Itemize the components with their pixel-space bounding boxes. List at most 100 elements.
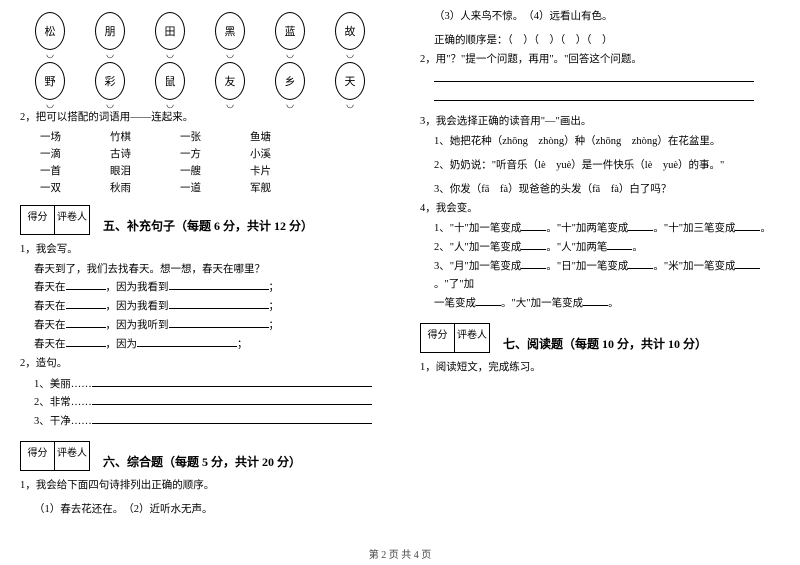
balloon-char: 朋 [95, 12, 125, 50]
q4-text: 。"大"加一笔变成 [501, 298, 583, 309]
fill-blank[interactable] [66, 297, 106, 309]
fill-blank[interactable] [66, 278, 106, 290]
balloon: 蓝◡ [275, 12, 305, 58]
page-footer: 第 2 页 共 4 页 [0, 546, 800, 561]
fill-blank[interactable] [169, 316, 269, 328]
fill-blank[interactable] [434, 70, 754, 82]
balloon-char: 野 [35, 62, 65, 100]
fill-blank[interactable] [169, 297, 269, 309]
match-cell: 眼泪 [110, 163, 180, 178]
balloon-string: ◡ [335, 100, 365, 108]
fill-blank[interactable] [92, 375, 372, 387]
match-cell: 一艘 [180, 163, 250, 178]
fill-blank[interactable] [735, 219, 760, 231]
match-cell: 秋雨 [110, 180, 180, 195]
balloon-string: ◡ [35, 50, 65, 58]
balloon: 鼠◡ [155, 62, 185, 108]
balloon: 故◡ [335, 12, 365, 58]
s5-q2-item: 2、非常…… [34, 393, 380, 412]
s5-line: 春天在，因为； [34, 335, 380, 354]
q4-text: 1、"十"加一笔变成 [434, 223, 521, 234]
balloon-char: 松 [35, 12, 65, 50]
fill-blank[interactable] [607, 238, 632, 250]
q4-period: 。 [632, 242, 643, 253]
fill-blank[interactable] [92, 393, 372, 405]
balloon-string: ◡ [215, 100, 245, 108]
balloon-char: 乡 [275, 62, 305, 100]
s5-q2-item: 1、美丽…… [34, 375, 380, 394]
table-row: 一首眼泪一艘卡片 [40, 163, 380, 178]
s6-q1: 1，我会给下面四句诗排列出正确的顺序。 [20, 478, 380, 495]
match-cell: 一道 [180, 180, 250, 195]
fill-blank[interactable] [628, 219, 653, 231]
fill-blank[interactable] [66, 335, 106, 347]
balloon-string: ◡ [335, 50, 365, 58]
q4-text: 。"十"加三笔变成 [653, 223, 735, 234]
s5-mid: ，因为我看到 [106, 282, 169, 293]
q4-line: 1、"十"加一笔变成。"十"加两笔变成。"十"加三笔变成。 [434, 219, 780, 238]
balloon: 彩◡ [95, 62, 125, 108]
s5-mid: ，因为 [106, 339, 138, 350]
q4-line: 2、"人"加一笔变成 。"人"加两笔 。 [434, 238, 780, 257]
balloon-string: ◡ [155, 100, 185, 108]
match-title: 2，把可以搭配的词语用——连起来。 [20, 110, 380, 127]
match-cell: 一双 [40, 180, 110, 195]
q3-line: 2、奶奶说："听音乐（lè yuè）是一件快乐（lè yuè）的事。" [434, 157, 780, 175]
q4-text: 一笔变成 [434, 298, 476, 309]
s5-q2-label: 1、美丽…… [34, 379, 92, 390]
balloon: 天◡ [335, 62, 365, 108]
grader-label: 评卷人 [455, 323, 490, 353]
fill-blank[interactable] [434, 89, 754, 101]
balloons-row-1: 松◡ 朋◡ 田◡ 黑◡ 蓝◡ 故◡ [20, 12, 380, 58]
q4-text: 。"日"加一笔变成 [546, 261, 628, 272]
fill-blank[interactable] [521, 257, 546, 269]
balloon: 友◡ [215, 62, 245, 108]
score-label: 得分 [20, 441, 55, 471]
s5-q2-label: 2、非常…… [34, 397, 92, 408]
right-column: （3）人来鸟不惊。 （4）远看山有色。 正确的顺序是：（ ）（ ）（ ）（ ） … [400, 0, 800, 540]
fill-blank[interactable] [66, 316, 106, 328]
q4-text: 2、"人"加一笔变成 [434, 242, 521, 253]
grader-label: 评卷人 [55, 441, 90, 471]
s5-intro: 春天到了，我们去找春天。想一想，春天在哪里？ [34, 261, 380, 279]
s6-poem-line: （3）人来鸟不惊。 （4）远看山有色。 [434, 8, 780, 26]
q4-text: 。"米"加一笔变成 [653, 261, 735, 272]
fill-blank[interactable] [476, 294, 501, 306]
match-table: 一场竹棋一张鱼塘 一滴古诗一方小溪 一首眼泪一艘卡片 一双秋雨一道军舰 [40, 129, 380, 195]
q4-line: 一笔变成 。"大"加一笔变成 。 [434, 294, 780, 313]
match-cell: 鱼塘 [250, 129, 320, 144]
match-cell: 一方 [180, 146, 250, 161]
s5-q2: 2，造句。 [20, 356, 380, 373]
q4-text: 。"人"加两笔 [546, 242, 607, 253]
balloon-char: 天 [335, 62, 365, 100]
table-row: 一场竹棋一张鱼塘 [40, 129, 380, 144]
fill-blank[interactable] [628, 257, 653, 269]
balloon-string: ◡ [155, 50, 185, 58]
balloon-string: ◡ [275, 100, 305, 108]
blank-line [434, 89, 780, 108]
balloon-string: ◡ [275, 50, 305, 58]
q4-period: 。 [608, 298, 619, 309]
score-label: 得分 [20, 205, 55, 235]
fill-blank[interactable] [169, 278, 269, 290]
poem-b: （4）远看山有色。 [529, 11, 613, 22]
s6-poem-line: （1）春去花还在。 （2）近听水无声。 [34, 501, 380, 519]
balloon-string: ◡ [215, 50, 245, 58]
q4-line: 3、"月"加一笔变成。"日"加一笔变成。"米"加一笔变成。"了"加 [434, 257, 780, 294]
match-cell: 一张 [180, 129, 250, 144]
match-cell: 一滴 [40, 146, 110, 161]
balloon-string: ◡ [35, 100, 65, 108]
fill-blank[interactable] [521, 238, 546, 250]
fill-blank[interactable] [735, 257, 760, 269]
q4-text: 3、"月"加一笔变成 [434, 261, 521, 272]
fill-blank[interactable] [583, 294, 608, 306]
s5-mid: ，因为我看到 [106, 301, 169, 312]
fill-blank[interactable] [521, 219, 546, 231]
balloon: 田◡ [155, 12, 185, 58]
s5-prefix: 春天在 [34, 339, 66, 350]
s5-line: 春天在，因为我看到； [34, 278, 380, 297]
fill-blank[interactable] [92, 412, 372, 424]
fill-blank[interactable] [137, 335, 237, 347]
balloon-char: 彩 [95, 62, 125, 100]
balloon-char: 鼠 [155, 62, 185, 100]
